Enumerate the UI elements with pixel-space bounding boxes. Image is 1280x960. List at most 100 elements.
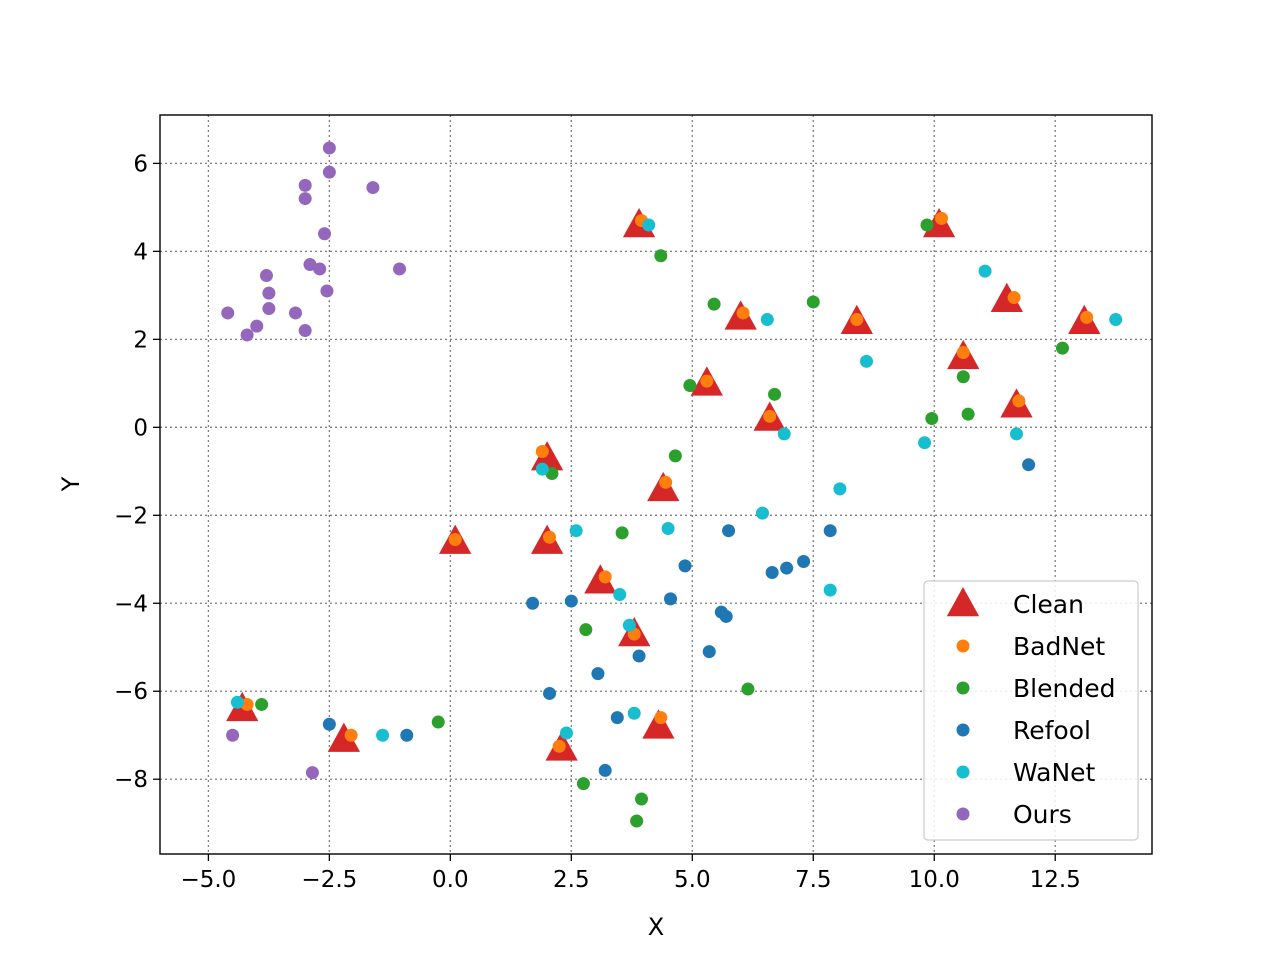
x-axis-title: X — [648, 913, 664, 941]
blended-point — [683, 379, 697, 393]
wanet-point — [760, 313, 774, 327]
legend-marker-refool — [956, 723, 970, 737]
legend-label: Clean — [1013, 590, 1084, 619]
ours-point — [262, 302, 276, 316]
wanet-point — [376, 728, 390, 742]
badnet-point — [1012, 394, 1026, 408]
legend-marker-wanet — [956, 765, 970, 779]
badnet-point — [448, 532, 462, 546]
ours-point — [318, 227, 332, 241]
legend-label: Blended — [1013, 674, 1115, 703]
refool-point — [722, 524, 736, 538]
wanet-point — [622, 618, 636, 632]
legend-label: WaNet — [1013, 758, 1096, 787]
y-tick-label: 4 — [133, 239, 148, 265]
wanet-point — [1109, 313, 1123, 327]
legend-marker-ours — [956, 807, 970, 821]
refool-point — [823, 524, 837, 538]
blended-point — [634, 792, 648, 806]
ours-point — [226, 728, 240, 742]
badnet-point — [654, 711, 668, 725]
badnet-point — [552, 739, 566, 753]
x-tick-label: 12.5 — [1030, 867, 1081, 893]
legend-item-clean: Clean — [946, 587, 1084, 619]
ours-point — [298, 178, 312, 192]
badnet-point — [1007, 291, 1021, 305]
wanet-point — [918, 436, 932, 450]
blended-point — [1055, 341, 1069, 355]
blended-point — [668, 449, 682, 463]
blended-point — [255, 697, 269, 711]
blended-point — [630, 814, 644, 828]
clean-point — [642, 709, 675, 739]
wanet-point — [777, 427, 791, 441]
ours-point — [393, 262, 407, 276]
badnet-point — [935, 211, 949, 225]
refool-point — [400, 728, 414, 742]
wanet-point — [823, 583, 837, 597]
legend-item-ours: Ours — [956, 800, 1072, 829]
badnet-point — [1080, 310, 1094, 324]
refool-point — [664, 592, 678, 606]
y-tick-label: 0 — [133, 415, 148, 441]
badnet-point — [535, 445, 549, 459]
ours-point — [366, 181, 380, 195]
x-tick-label: −5.0 — [180, 867, 236, 893]
legend-frame — [923, 580, 1139, 841]
x-tick-label: 10.0 — [909, 867, 960, 893]
legend-marker-blended — [956, 681, 970, 695]
refool-point — [797, 554, 811, 568]
wanet-point — [661, 521, 675, 535]
wanet-point — [230, 695, 244, 709]
series-blended — [255, 218, 1069, 828]
legend-item-blended: Blended — [956, 674, 1115, 703]
ours-point — [288, 306, 302, 320]
blended-point — [579, 623, 593, 637]
badnet-point — [956, 346, 970, 360]
badnet-point — [344, 728, 358, 742]
refool-point — [543, 686, 557, 700]
clean-point — [327, 722, 361, 752]
y-tick-label: −4 — [114, 591, 148, 617]
blended-point — [576, 777, 590, 791]
wanet-point — [1010, 427, 1024, 441]
legend-label: Refool — [1013, 716, 1091, 745]
plot-frame — [159, 114, 1153, 855]
wanet-point — [859, 354, 873, 368]
blended-point — [961, 407, 975, 421]
series-badnet — [240, 211, 1094, 753]
refool-point — [702, 645, 716, 659]
blended-point — [956, 370, 970, 384]
blended-point — [615, 526, 629, 540]
series-ours — [221, 141, 407, 780]
refool-point — [765, 565, 779, 579]
blended-point — [654, 249, 668, 263]
wanet-point — [535, 462, 549, 476]
y-axis-title: Y — [57, 476, 85, 492]
refool-point — [564, 594, 578, 608]
x-tick-label: 7.5 — [795, 867, 832, 893]
blended-point — [768, 387, 782, 401]
badnet-point — [850, 313, 864, 327]
refool-point — [719, 609, 733, 623]
x-axis-ticks: −5.0 −2.5 0.0 2.5 5.0 7.5 10.0 12.5 — [180, 854, 1081, 893]
y-tick-label: 6 — [133, 151, 148, 177]
wanet-point — [642, 218, 656, 232]
ours-point — [322, 165, 336, 179]
ours-point — [259, 269, 273, 283]
badnet-point — [763, 409, 777, 423]
y-tick-label: −2 — [114, 503, 148, 529]
ours-point — [262, 286, 276, 300]
badnet-point — [240, 697, 254, 711]
refool-point — [632, 649, 646, 663]
ours-point — [313, 262, 327, 276]
legend: Clean BadNet Blended Refool WaNet Ours — [923, 580, 1139, 841]
series-refool — [322, 458, 1036, 777]
refool-point — [598, 763, 612, 777]
ours-point — [221, 306, 235, 320]
refool-point — [780, 561, 794, 575]
ours-point — [305, 766, 319, 780]
ours-point — [250, 319, 264, 333]
badnet-point — [543, 530, 557, 544]
badnet-point — [700, 374, 714, 388]
